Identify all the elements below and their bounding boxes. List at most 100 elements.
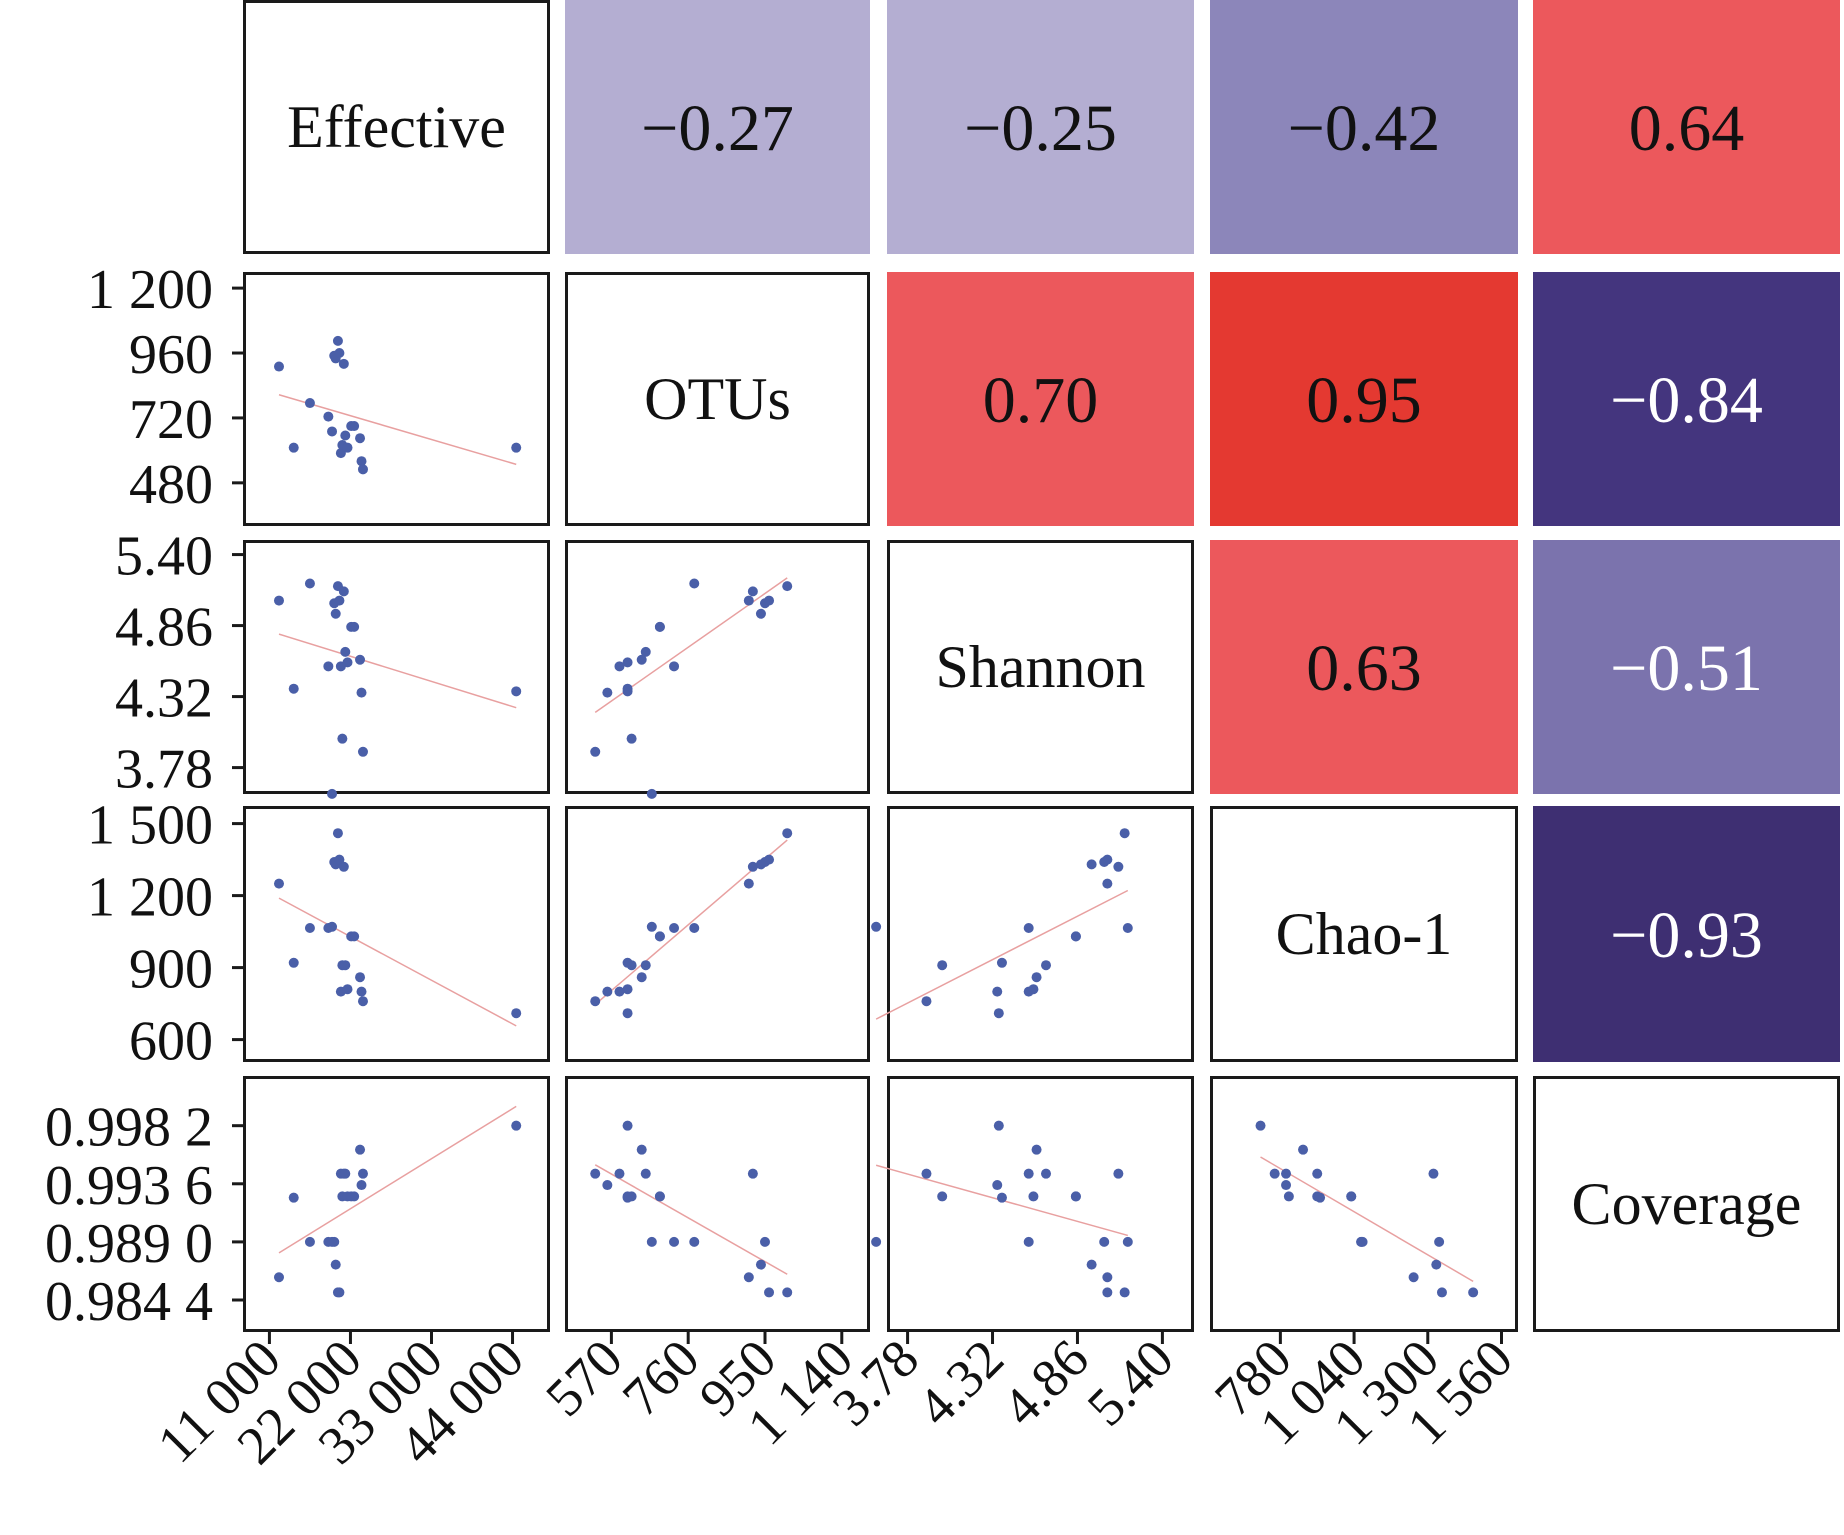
scatter-point bbox=[349, 1191, 360, 1202]
y-tick-label: 3.78 bbox=[115, 739, 213, 801]
fit-line bbox=[594, 1164, 788, 1275]
scatter-point bbox=[640, 1168, 651, 1179]
scatter-point bbox=[1312, 1168, 1323, 1179]
scatter-point bbox=[334, 854, 345, 865]
y-tick-label: 0.984 4 bbox=[45, 1271, 213, 1333]
correlation-value: −0.42 bbox=[1288, 92, 1441, 165]
scatter-point bbox=[288, 683, 299, 694]
scatter-point bbox=[329, 1236, 340, 1247]
scatter-point bbox=[1023, 1168, 1034, 1179]
correlation-cell-chao-1-coverage: −0.93 bbox=[1533, 806, 1840, 1062]
scatter-point bbox=[1346, 1191, 1357, 1202]
scatter-point bbox=[622, 657, 633, 668]
scatter-point bbox=[304, 578, 315, 589]
scatter-point bbox=[340, 1168, 351, 1179]
scatter-point bbox=[996, 957, 1007, 968]
scatter-point bbox=[764, 595, 775, 606]
scatter-point bbox=[1041, 1168, 1052, 1179]
scatter-point bbox=[327, 426, 338, 437]
correlation-value: −0.25 bbox=[964, 92, 1117, 165]
scatter-point bbox=[1113, 861, 1124, 872]
scatter-point bbox=[1122, 1236, 1133, 1247]
scatter-point bbox=[355, 433, 366, 444]
y-tick-label: 4.86 bbox=[115, 597, 213, 659]
scatter-point bbox=[288, 1192, 299, 1203]
scatter-point bbox=[640, 960, 651, 971]
correlation-cell-otus-chao-1: 0.95 bbox=[1210, 272, 1518, 526]
scatter-point bbox=[511, 686, 522, 697]
y-tick-label: 4.32 bbox=[115, 668, 213, 730]
correlation-tile bbox=[887, 272, 1194, 526]
scatter-point bbox=[1281, 1168, 1292, 1179]
scatter-point bbox=[993, 1008, 1004, 1019]
diagonal-frame bbox=[565, 272, 870, 526]
diagonal-cell-chao-1: Chao-1 bbox=[1210, 806, 1518, 1062]
scatter-point bbox=[747, 861, 758, 872]
scatter-point bbox=[1023, 923, 1034, 933]
fit-line bbox=[278, 633, 517, 709]
scatter-point bbox=[1283, 1191, 1294, 1202]
scatter-point bbox=[782, 1287, 793, 1298]
scatter-point bbox=[1434, 1236, 1445, 1247]
correlation-cell-shannon-coverage: −0.51 bbox=[1533, 540, 1840, 794]
scatter-point bbox=[871, 1236, 882, 1247]
scatter-point bbox=[871, 921, 882, 932]
scatter-point bbox=[511, 1120, 522, 1131]
scatter-point bbox=[1023, 1236, 1034, 1247]
scatter-frame bbox=[887, 1076, 1194, 1332]
scatter-cell-chao-1-vs-effective bbox=[243, 806, 550, 1062]
correlation-tile bbox=[1533, 272, 1840, 526]
scatter-point bbox=[747, 1168, 758, 1179]
scatter-frame bbox=[243, 806, 550, 1062]
scatter-point bbox=[273, 595, 284, 606]
scatter-point bbox=[1312, 1191, 1323, 1202]
correlation-cell-effective-otus: −0.27 bbox=[565, 0, 870, 254]
scatter-frame bbox=[243, 272, 550, 526]
scatter-point bbox=[626, 960, 637, 971]
scatter-point bbox=[304, 923, 315, 933]
scatter-point bbox=[349, 421, 360, 432]
scatter-point bbox=[1102, 854, 1113, 865]
scatter-point bbox=[1357, 1236, 1368, 1247]
scatter-frame bbox=[565, 540, 870, 794]
scatter-point bbox=[782, 581, 793, 592]
correlation-value: −0.27 bbox=[641, 92, 794, 165]
diagonal-frame bbox=[243, 0, 550, 254]
scatter-point bbox=[743, 1272, 754, 1283]
scatter-point bbox=[759, 1236, 770, 1247]
scatter-point bbox=[622, 1191, 633, 1202]
scatter-point bbox=[342, 657, 353, 668]
scatter-frame bbox=[243, 1076, 550, 1332]
correlation-cell-effective-coverage: 0.64 bbox=[1533, 0, 1840, 254]
x-axis-shannon: 3.784.324.865.40 bbox=[821, 1328, 1185, 1437]
y-tick-label: 1 500 bbox=[87, 795, 213, 857]
scatter-cell-chao-1-vs-shannon bbox=[871, 806, 1194, 1062]
scatter-point bbox=[1102, 1272, 1113, 1283]
scatter-cell-shannon-vs-otus bbox=[565, 540, 870, 799]
y-tick-label: 480 bbox=[129, 454, 213, 516]
scatter-point bbox=[1099, 1236, 1110, 1247]
scatter-point bbox=[334, 595, 345, 606]
scatter-point bbox=[511, 1008, 522, 1019]
correlation-cell-effective-chao-1: −0.42 bbox=[1210, 0, 1518, 254]
scatter-point bbox=[590, 996, 601, 1007]
scatter-point bbox=[622, 1008, 633, 1019]
scatter-point bbox=[273, 878, 284, 889]
scatter-point bbox=[993, 1120, 1004, 1131]
scatter-point bbox=[626, 733, 637, 744]
scatter-point bbox=[669, 661, 680, 672]
correlation-tile bbox=[1533, 806, 1840, 1062]
scatter-point bbox=[1113, 1168, 1124, 1179]
correlation-value: 0.64 bbox=[1629, 92, 1745, 165]
scatter-point bbox=[937, 1191, 948, 1202]
scatter-point bbox=[349, 621, 360, 632]
scatter-point bbox=[636, 972, 647, 983]
scatter-point bbox=[342, 984, 353, 995]
variable-name: Effective bbox=[287, 94, 506, 160]
scatter-frame bbox=[565, 1076, 870, 1332]
scatter-point bbox=[640, 646, 651, 657]
scatter-point bbox=[743, 878, 754, 889]
